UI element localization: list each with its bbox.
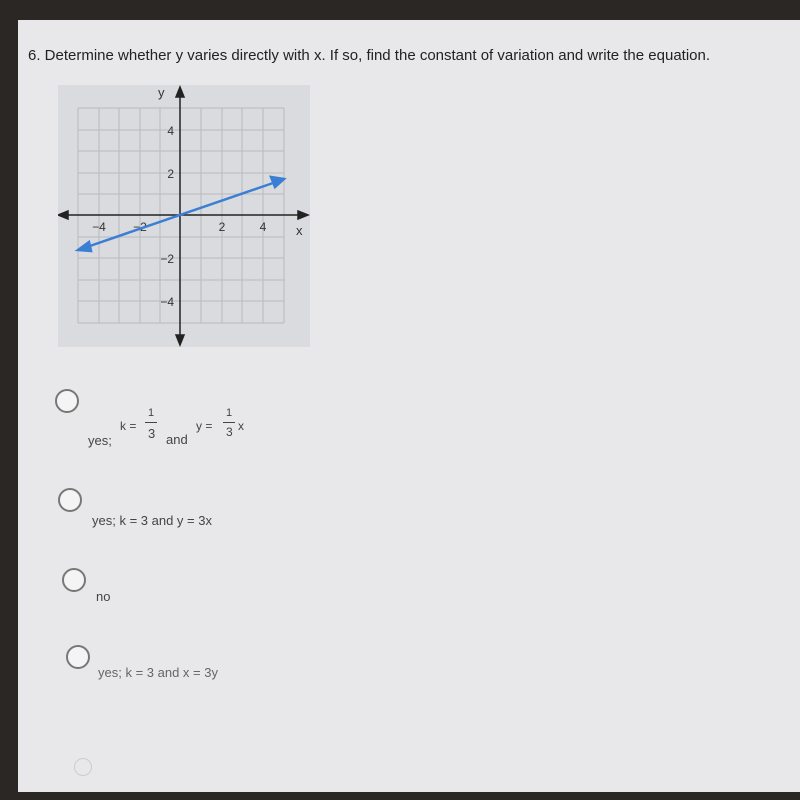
y-axis-label: y: [158, 85, 165, 100]
question: 6. Determine whether y varies directly w…: [28, 47, 711, 64]
graph-bg: [58, 85, 310, 347]
y-tick-label: 4: [167, 124, 174, 138]
option-text: x: [238, 419, 244, 433]
radio[interactable]: [55, 389, 79, 413]
option-text: 3: [148, 426, 156, 441]
option-text[interactable]: no: [96, 589, 111, 604]
option-text: and: [166, 432, 188, 447]
x-tick-label: 2: [219, 220, 226, 234]
x-tick-label: −4: [92, 220, 106, 234]
y-tick-label: −4: [160, 295, 174, 309]
y-tick-label: −2: [160, 252, 174, 266]
x-tick-label: 4: [260, 220, 267, 234]
fraction-bar: [145, 422, 157, 423]
radio[interactable]: [66, 645, 90, 669]
line: [74, 175, 287, 253]
option-text: yes;: [88, 433, 112, 448]
icon[interactable]: [74, 758, 92, 776]
graph: x y −4 −2 2 4 4 2 −2 −4: [58, 85, 310, 347]
option-text: k =: [120, 419, 137, 433]
option-text: 1: [148, 407, 155, 419]
y-ticks: 4 2 −2 −4: [160, 124, 174, 309]
option-text: y =: [196, 419, 213, 433]
option-text: 1: [226, 407, 233, 419]
fraction-bar: [223, 422, 235, 423]
option-text[interactable]: yes; k = 3 and y = 3x: [92, 513, 212, 528]
option-text: 3: [226, 425, 233, 439]
option-text[interactable]: yes; k = 3 and x = 3y: [98, 665, 218, 680]
option[interactable]: yes; k = 1 3 and y = 1 3 x: [88, 407, 288, 460]
y-tick-label: 2: [167, 167, 174, 181]
grid: [77, 107, 285, 324]
radio[interactable]: [58, 488, 82, 512]
screen: 6. Determine whether y varies directly w…: [18, 20, 800, 792]
x-axis-label: x: [296, 223, 303, 238]
radio[interactable]: [62, 568, 86, 592]
